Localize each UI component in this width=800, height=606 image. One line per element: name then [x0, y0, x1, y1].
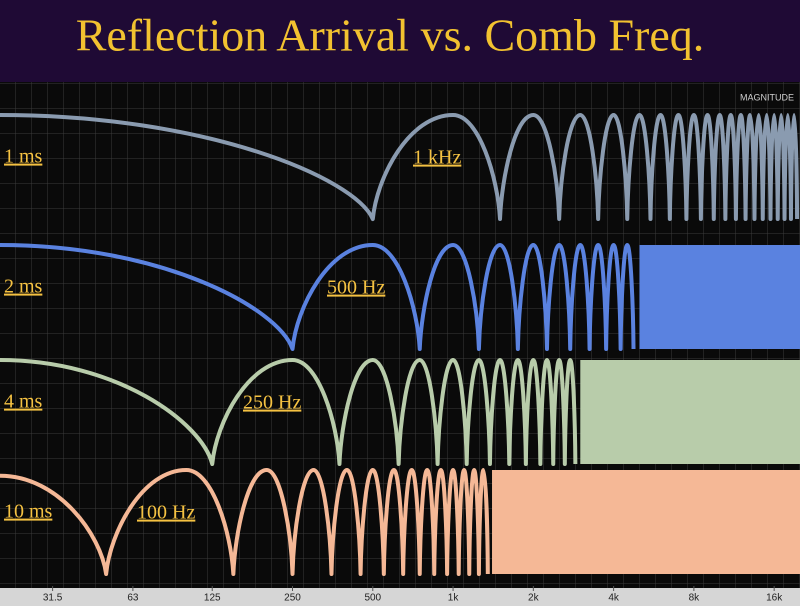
comb-fill: [639, 245, 800, 349]
comb-fill: [492, 470, 800, 574]
series-label: 4 ms: [4, 391, 43, 413]
comb-annotation: 1 kHz: [413, 147, 461, 169]
x-tick-label: 16k: [766, 593, 783, 604]
y-axis-label: MAGNITUDE: [740, 92, 794, 102]
x-tick-label: 4k: [608, 593, 620, 604]
comb-annotation: 500 Hz: [327, 277, 385, 299]
x-tick-label: 2k: [528, 593, 540, 604]
x-axis-strip: [0, 588, 800, 606]
x-tick-label: 125: [204, 593, 221, 604]
comb-curve: [0, 358, 578, 466]
x-tick-label: 8k: [689, 593, 701, 604]
comb-annotation: 250 Hz: [243, 392, 301, 414]
comb-curve: [0, 243, 636, 351]
comb-fill: [580, 360, 800, 464]
comb-curve: [0, 113, 800, 221]
title-banner: [0, 0, 800, 82]
x-tick-label: 1k: [448, 593, 460, 604]
series-label: 10 ms: [4, 501, 53, 523]
chart-title: Reflection Arrival vs. Comb Freq.: [76, 10, 705, 61]
x-tick-label: 250: [284, 593, 301, 604]
x-tick-label: 31.5: [43, 593, 63, 604]
comb-curve: [0, 468, 490, 576]
series-label: 1 ms: [4, 146, 43, 168]
series-label: 2 ms: [4, 276, 43, 298]
x-tick-label: 500: [364, 593, 381, 604]
x-tick-label: 63: [127, 593, 139, 604]
comb-annotation: 100 Hz: [137, 502, 195, 524]
